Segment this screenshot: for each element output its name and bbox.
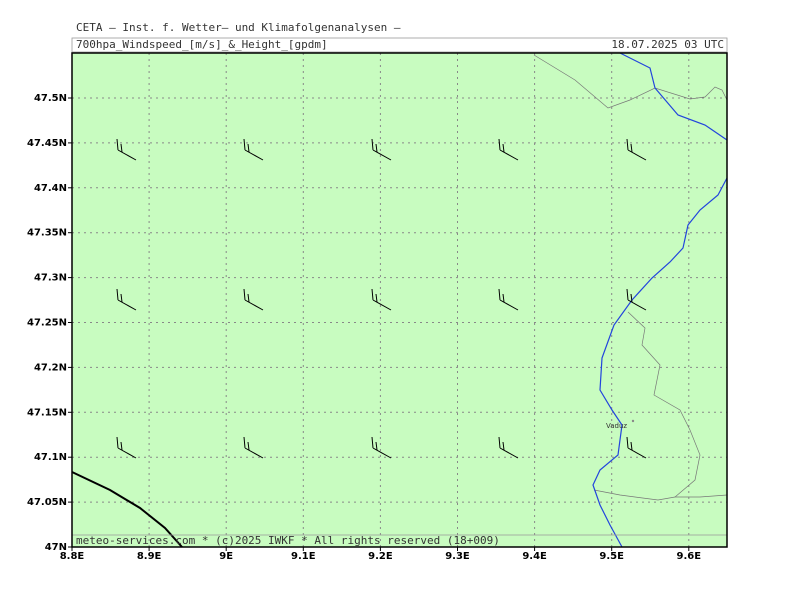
coastline <box>71 471 183 548</box>
border <box>593 489 676 501</box>
x-tick-label: 9E <box>219 551 233 562</box>
institute: CETA – Inst. f. Wetter– und Klimafolgena… <box>76 21 401 34</box>
valid-time: 18.07.2025 03 UTC <box>611 38 724 51</box>
y-tick-label: 47.3N <box>34 273 67 284</box>
wind-barb <box>116 138 137 161</box>
header-box <box>71 37 728 53</box>
grid <box>72 53 727 547</box>
wind-barb <box>498 436 519 459</box>
wind-barb <box>371 288 392 311</box>
x-tick-label: 8.9E <box>137 551 162 562</box>
x-tick-label: 9.5E <box>599 551 624 562</box>
river <box>619 52 728 141</box>
wind-barb <box>626 138 647 161</box>
x-tick-label: 9.6E <box>677 551 702 562</box>
wind-barb <box>116 288 137 311</box>
x-tick-label: 9.3E <box>445 551 470 562</box>
wind-barb <box>243 138 264 161</box>
axes: 8.8E 8.9E 9E 9.1E 9.2E 9.3E 9.4E 9.5E 9.6E 47N 47.… <box>27 93 701 562</box>
y-tick-label: 47.45N <box>27 138 67 149</box>
place-label: Vaduz <box>606 422 627 430</box>
y-tick-label: 47.25N <box>27 318 67 329</box>
wind-barb <box>243 288 264 311</box>
x-tick-label: 8.8E <box>60 551 85 562</box>
wind-barb <box>498 138 519 161</box>
x-tick-label: 9.2E <box>368 551 393 562</box>
wind-barb <box>498 288 519 311</box>
wind-barb <box>626 436 647 459</box>
border <box>627 311 728 498</box>
wind-barb <box>371 138 392 161</box>
y-tick-label: 47.1N <box>34 452 67 463</box>
x-tick-label: 9.4E <box>522 551 547 562</box>
wind-barbs <box>116 138 647 459</box>
wind-barb <box>116 436 137 459</box>
y-tick-label: 47.5N <box>34 93 67 104</box>
frame <box>71 52 728 548</box>
border <box>533 54 728 109</box>
wind-barb <box>371 436 392 459</box>
map-area <box>72 53 727 547</box>
y-tick-label: 47.35N <box>27 228 67 239</box>
y-tick-label: 47.4N <box>34 183 67 194</box>
y-tick-label: 47.2N <box>34 362 67 373</box>
y-tick-label: 47N <box>45 542 67 553</box>
place-marker <box>631 419 635 423</box>
footer: meteo-services.com * (c)2025 IWKF * All … <box>76 534 500 547</box>
y-tick-label: 47.05N <box>27 497 67 508</box>
x-tick-label: 9.1E <box>291 551 316 562</box>
wind-barb <box>243 436 264 459</box>
river <box>592 177 728 548</box>
field-name: 700hpa_Windspeed_[m/s]_&_Height_[gpdm] <box>76 38 328 51</box>
wind-barb <box>626 288 647 311</box>
y-tick-label: 47.15N <box>27 407 67 418</box>
